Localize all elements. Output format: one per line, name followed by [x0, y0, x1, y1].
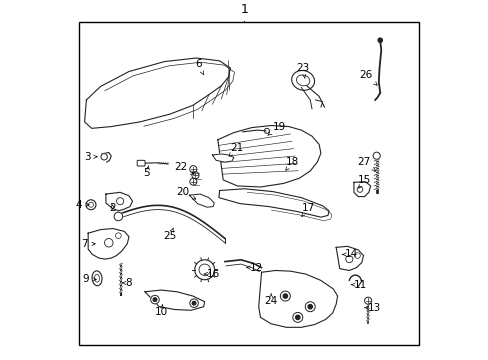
Circle shape	[364, 297, 371, 304]
Polygon shape	[258, 270, 337, 327]
Polygon shape	[212, 154, 233, 162]
Text: 26: 26	[358, 70, 376, 85]
Text: 15: 15	[358, 175, 371, 188]
Circle shape	[372, 152, 380, 159]
Text: 27: 27	[357, 157, 375, 171]
Ellipse shape	[291, 71, 314, 90]
Text: 8: 8	[122, 278, 132, 288]
Text: 7: 7	[81, 239, 95, 249]
Text: 10: 10	[154, 304, 167, 317]
Polygon shape	[145, 290, 204, 310]
Circle shape	[86, 200, 96, 210]
Circle shape	[189, 299, 198, 307]
Circle shape	[307, 305, 312, 309]
Text: 6: 6	[195, 59, 203, 75]
Text: 14: 14	[342, 249, 358, 260]
Polygon shape	[189, 194, 214, 207]
Text: 3: 3	[84, 152, 97, 162]
Text: 18: 18	[285, 157, 298, 170]
Circle shape	[377, 38, 382, 42]
Text: 17: 17	[301, 203, 314, 217]
Text: 19: 19	[267, 122, 285, 135]
Text: 25: 25	[163, 228, 176, 240]
Circle shape	[280, 291, 290, 301]
Circle shape	[101, 154, 107, 160]
Text: 1: 1	[240, 4, 248, 17]
Polygon shape	[353, 182, 370, 197]
Text: 12: 12	[246, 263, 263, 273]
Text: 13: 13	[364, 303, 380, 313]
Circle shape	[305, 302, 315, 312]
Polygon shape	[88, 229, 129, 259]
Circle shape	[192, 301, 195, 305]
Circle shape	[283, 294, 287, 298]
Circle shape	[114, 212, 122, 221]
Circle shape	[295, 315, 299, 320]
Text: 9: 9	[82, 274, 96, 284]
Text: 4: 4	[75, 200, 89, 210]
FancyBboxPatch shape	[137, 160, 145, 166]
Text: 21: 21	[228, 143, 243, 156]
Text: 23: 23	[296, 63, 309, 78]
Circle shape	[292, 312, 302, 322]
Circle shape	[191, 172, 199, 179]
Polygon shape	[218, 126, 320, 187]
Text: 2: 2	[109, 203, 116, 213]
Circle shape	[150, 295, 159, 304]
Ellipse shape	[92, 271, 102, 286]
Text: 16: 16	[204, 269, 220, 279]
Text: 22: 22	[174, 162, 194, 174]
Polygon shape	[335, 246, 363, 270]
Polygon shape	[106, 192, 132, 211]
Circle shape	[153, 298, 157, 301]
Text: 20: 20	[176, 187, 195, 199]
Circle shape	[189, 166, 197, 173]
Circle shape	[189, 178, 197, 185]
Circle shape	[194, 260, 214, 280]
Text: 24: 24	[264, 294, 277, 306]
Text: 5: 5	[143, 166, 150, 179]
Polygon shape	[219, 189, 328, 217]
Text: 11: 11	[350, 280, 366, 290]
